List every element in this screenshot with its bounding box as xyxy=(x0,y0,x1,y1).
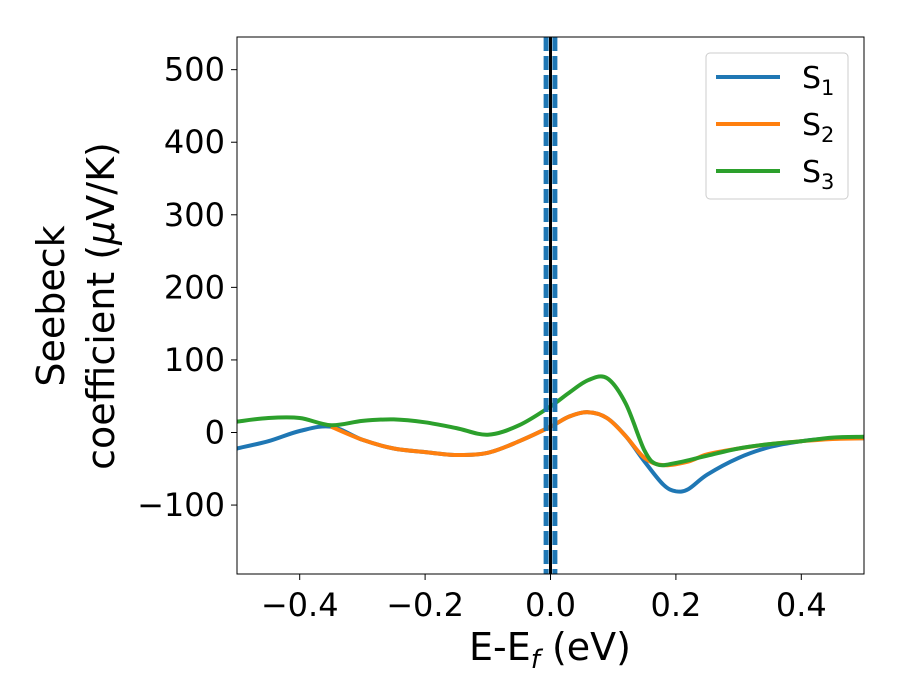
y-axis-label-line2: coefficient (μV/K) xyxy=(79,142,123,470)
y-tick-label: 500 xyxy=(164,51,225,89)
legend-label-1: S1 xyxy=(802,61,834,100)
legend-label-2: S2 xyxy=(802,108,834,147)
y-tick-label: 400 xyxy=(164,123,225,161)
x-axis-label: E-Ef (eV) xyxy=(469,625,631,675)
y-tick-label: 100 xyxy=(164,341,225,379)
y-axis-label: Seebeck coefficient (μV/K) xyxy=(29,142,123,470)
x-tick-label: 0.0 xyxy=(525,586,576,624)
y-tick-label: 300 xyxy=(164,196,225,234)
vline-layer xyxy=(543,37,558,574)
y-tick-label: 200 xyxy=(164,268,225,306)
legend-label-3: S3 xyxy=(802,155,834,194)
y-tick-label: −100 xyxy=(137,486,225,524)
x-tick-label: 0.4 xyxy=(776,586,827,624)
x-tick-label: −0.4 xyxy=(261,586,339,624)
y-tick-label: 0 xyxy=(205,413,225,451)
x-axis-ticks: −0.4 −0.2 0.0 0.2 0.4 xyxy=(261,574,827,624)
x-tick-label: 0.2 xyxy=(650,586,701,624)
series-line-3 xyxy=(237,374,864,468)
x-tick-label: −0.2 xyxy=(386,586,464,624)
series-layer xyxy=(237,374,864,494)
y-axis-ticks: −100 0 100 200 300 400 500 xyxy=(137,51,237,524)
legend: S1 S2 S3 xyxy=(705,52,849,200)
y-axis-label-line1: Seebeck xyxy=(29,225,73,386)
